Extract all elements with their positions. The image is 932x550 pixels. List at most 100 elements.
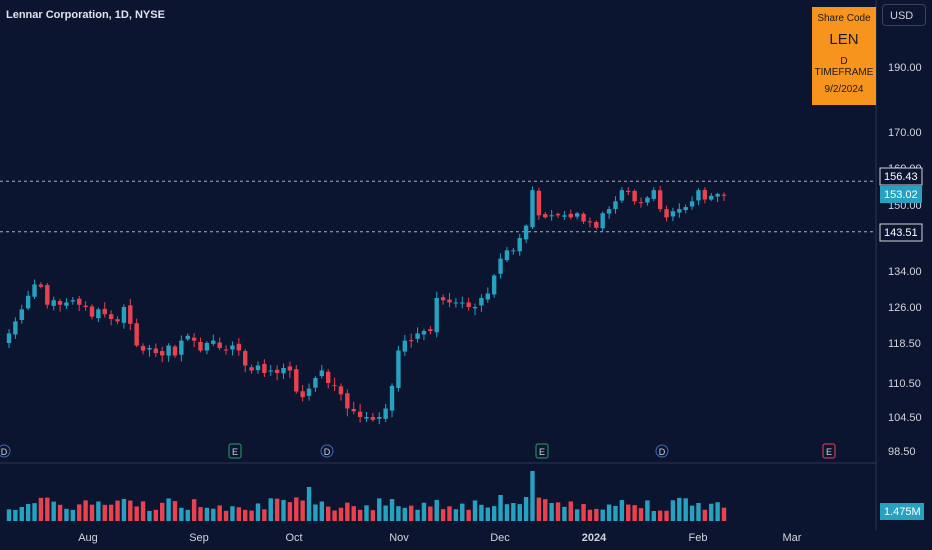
volume-bar [664,510,669,521]
volume-bar [287,502,293,521]
candle-body [594,221,599,228]
volume-bar [306,487,312,521]
candle-body [466,302,471,307]
volume-bar [645,500,650,521]
candle-body [396,350,401,388]
volume-bar [179,507,184,521]
candle-body [19,309,24,320]
volume-bar [230,506,235,521]
candle-body [709,195,714,200]
current-price-label: 153.02 [884,189,918,201]
volume-bar [274,498,280,521]
earnings-marker [822,443,836,459]
x-tick-label: Dec [490,532,510,544]
candle-body [134,323,139,346]
volume-bar [396,506,401,521]
volume-bar [268,498,273,521]
candle-body [357,411,363,417]
volume-bar [6,509,12,521]
volume-bar [721,507,727,521]
volume-bar [619,500,625,521]
volume-bar [332,510,337,521]
candle-body [57,301,63,305]
candle-body [447,299,452,303]
volume-bar [408,505,414,521]
candle-body [191,337,197,341]
volume-bar [472,500,478,521]
volume-bar [134,506,139,521]
candle-body [121,307,127,323]
volume-bar [32,503,37,521]
volume-bar [657,510,663,521]
candle-body [306,388,312,396]
candle-body [128,305,133,324]
candle-body [408,340,414,342]
candle-body [517,238,522,252]
volume-bar [185,509,190,521]
volume-bar [160,502,165,521]
volume-bar [223,510,229,521]
candle-body [51,300,56,306]
volume-bar [555,502,561,521]
candle-body [664,209,669,218]
candle-body [294,369,299,392]
candle-body [440,297,446,301]
volume-bar [600,509,605,521]
y-tick-label: 110.50 [888,378,921,390]
candle-body [606,209,612,214]
candle-body [638,202,644,204]
candle-body [562,215,567,217]
currency-button[interactable]: USD [882,4,926,26]
volume-bar [574,509,580,521]
candle-body [428,329,433,331]
candle-body [715,193,720,197]
candle-body [581,213,586,222]
volume-bar [421,502,427,521]
volume-bar [115,500,120,521]
volume-bar [147,510,152,521]
volume-bar [670,500,676,521]
candle-body [45,285,50,305]
candle-body [657,190,663,210]
volume-bar [313,504,318,521]
volume-bar [243,509,248,521]
candle-body [268,370,273,372]
volume-bar [606,504,612,521]
x-tick-label: 2024 [582,532,607,544]
y-tick-label: 134.00 [888,266,922,278]
volume-bar [338,507,344,521]
volume-bar [19,507,24,521]
volume-bar [460,503,465,521]
price-level-tag [879,167,923,186]
volume-bar [217,505,222,521]
volume-bar [51,501,56,521]
candle-body [434,298,439,333]
candle-body [421,331,427,335]
candle-body [364,417,369,419]
volume-tag [880,503,924,520]
volume-bar [389,499,395,521]
volume-bar [587,509,593,521]
x-tick-label: Mar [783,532,802,544]
price-level-label: 156.43 [884,171,918,183]
candle-body [377,417,382,419]
dividend-marker [0,444,11,458]
candle-body [415,333,420,339]
candle-body [453,302,459,304]
volume-bar [689,505,695,521]
event-label: E [826,447,832,457]
candle-body [568,213,573,218]
volume-bar [153,509,159,521]
candle-body [281,368,286,374]
candle-body [383,408,388,419]
volume-bar [102,504,107,521]
volume-bar [626,504,631,521]
volume-bar [345,502,350,521]
candle-body [223,349,229,351]
volume-bar [383,505,388,521]
volume-bar [198,507,203,521]
volume-bar [108,504,114,521]
dividend-marker [320,444,334,458]
volume-bar [651,510,656,521]
